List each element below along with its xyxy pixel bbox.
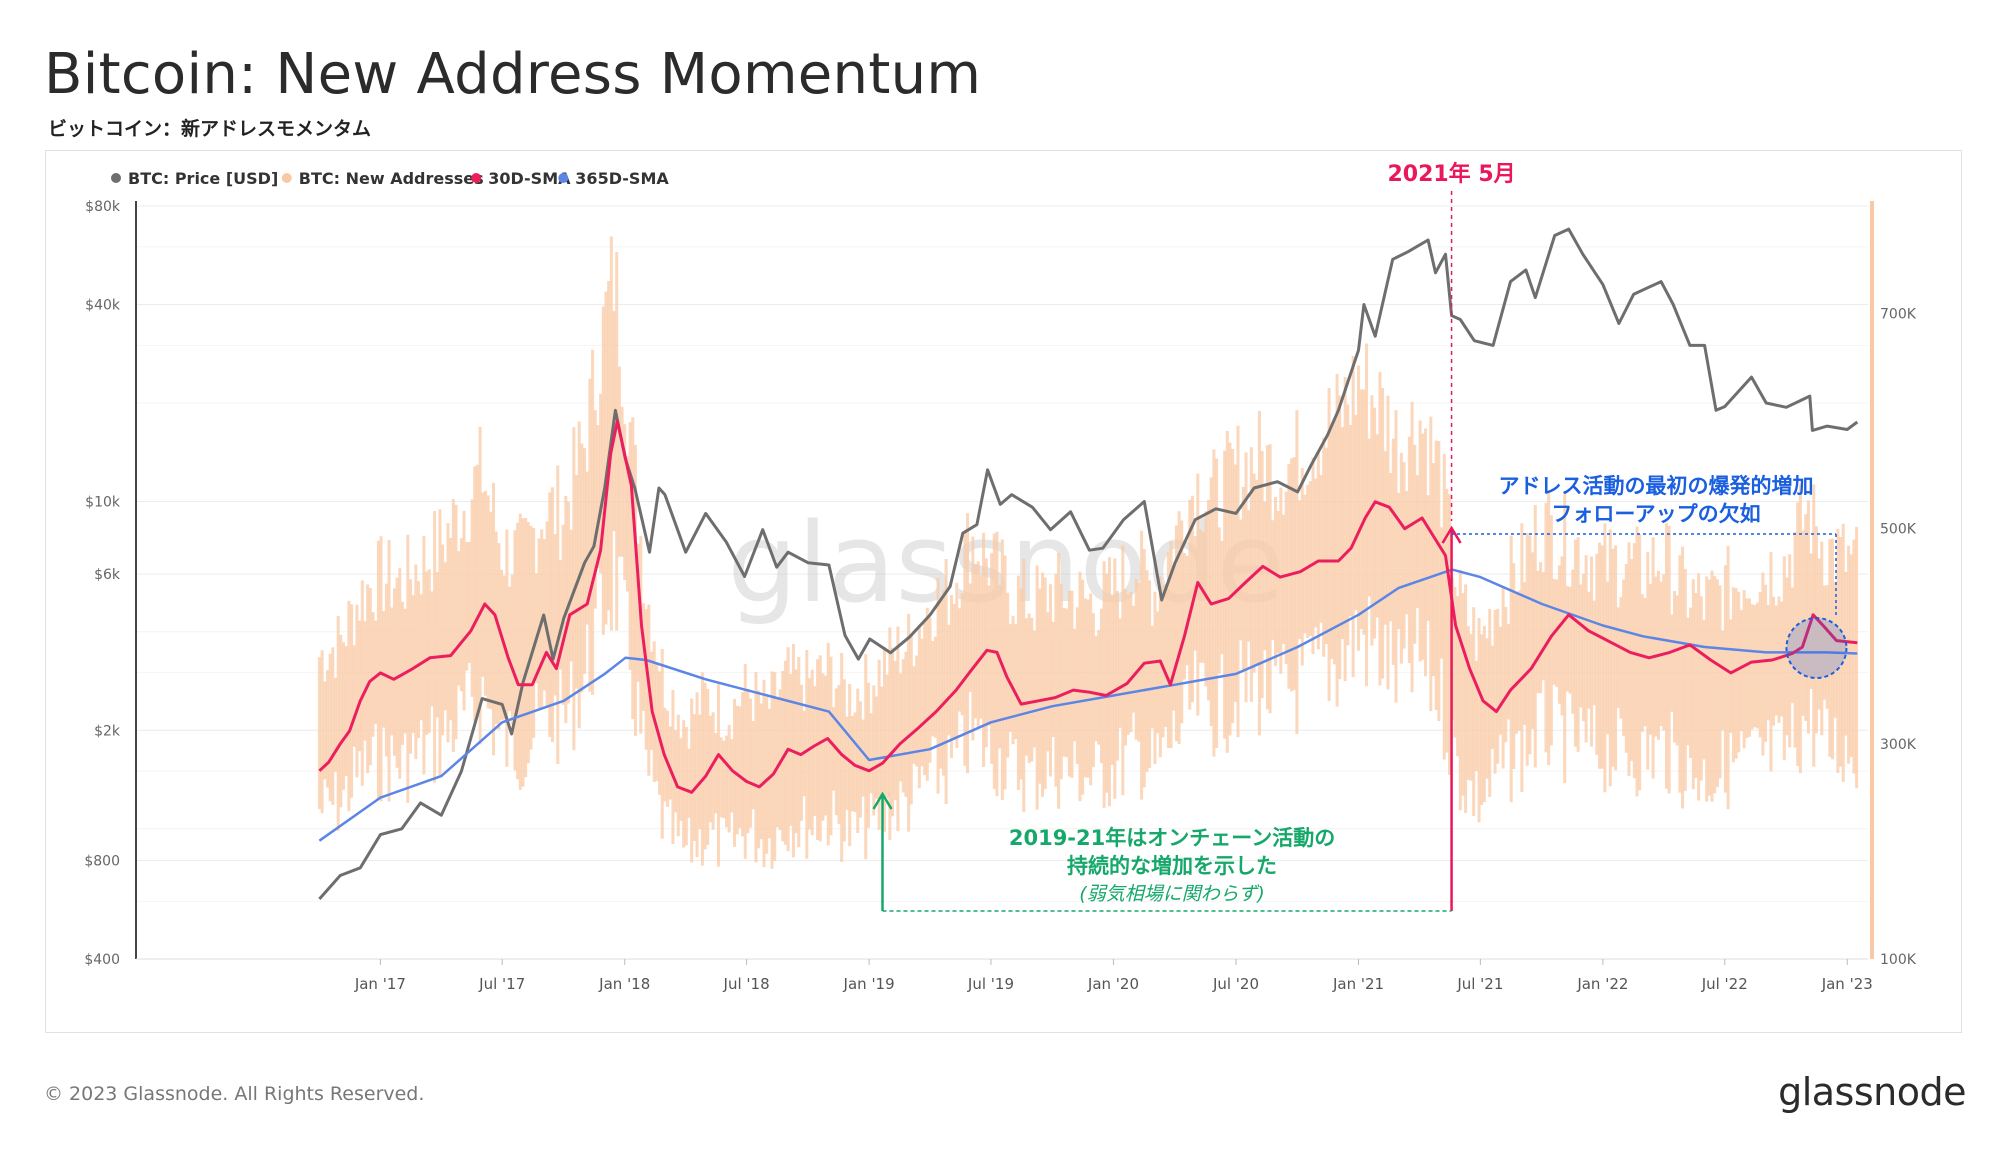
green-annotation-line-2: 持続的な増加を示した: [1067, 854, 1277, 878]
legend: BTC: Price [USD] BTC: New Addresses 30D-SM…: [111, 169, 669, 188]
legend-marker-sma30: [471, 173, 482, 183]
glassnode-logo: glassnode: [1778, 1070, 1966, 1114]
x-tick-label: Jul '22: [1701, 975, 1748, 993]
green-arrow-head: [872, 791, 893, 810]
chart-svg: BTC: Price [USD] BTC: New Addresses 30D-SM…: [84, 161, 1916, 993]
legend-marker-sma365: [558, 173, 569, 183]
y-left-tick-label: $2k: [94, 723, 121, 739]
y-right-tick-label: 100K: [1880, 952, 1917, 968]
y-left-tick-label: $10k: [85, 495, 121, 511]
x-tick-label: Jul '17: [478, 975, 525, 993]
y-left-tick-label: $40k: [85, 298, 121, 314]
x-tick-label: Jan '22: [1576, 975, 1628, 993]
legend-marker-new_addresses: [281, 173, 292, 183]
x-tick-label: Jan '19: [843, 975, 895, 993]
line-series: [318, 227, 1859, 900]
page-title: Bitcoin: New Address Momentum: [44, 42, 982, 107]
x-tick-label: Jan '17: [354, 975, 406, 993]
may-2021-label: 2021年 5月: [1387, 161, 1515, 187]
green-annotation-line-1: 2019-21年はオンチェーン活動の: [1009, 826, 1335, 850]
series-line-sma365: [318, 568, 1858, 842]
green-annotation-line-3: (弱気相場に関わらず): [1079, 883, 1264, 905]
y-left-tick-label: $800: [84, 853, 120, 869]
x-tick-label: Jan '23: [1821, 975, 1873, 993]
x-tick-label: Jul '18: [723, 975, 770, 993]
legend-marker-price: [111, 173, 121, 183]
axes: $400 $800 $2k $6k $10k $40k $80k 100K 300K 500K 70…: [84, 199, 1916, 993]
blue-annotation-line-2: フォローアップの欠如: [1551, 502, 1760, 526]
series-line-price: [318, 227, 1859, 900]
y-right-tick-label: 700K: [1880, 307, 1917, 323]
x-tick-label: Jul '20: [1212, 975, 1259, 993]
x-tick-label: Jan '20: [1087, 975, 1139, 993]
x-tick-label: Jan '21: [1332, 975, 1384, 993]
series-line-sma30: [318, 419, 1858, 794]
copyright-text: © 2023 Glassnode. All Rights Reserved.: [44, 1083, 425, 1105]
y-left-tick-label: $400: [84, 952, 120, 968]
x-tick-label: Jul '21: [1456, 975, 1503, 993]
chart-panel: BTC: Price [USD] BTC: New Addresses 30D-SM…: [45, 150, 1962, 1033]
x-tick-label: Jul '19: [967, 975, 1014, 993]
y-left-tick-label: $6k: [94, 567, 121, 583]
may-2021-arrow-head: [1441, 525, 1462, 544]
y-right-tick-label: 500K: [1880, 522, 1917, 538]
legend-label-new_addresses: BTC: New Addresses: [299, 169, 484, 188]
x-tick-label: Jan '18: [598, 975, 650, 993]
y-right-tick-label: 300K: [1880, 737, 1917, 753]
blue-annotation-line-1: アドレス活動の最初の爆発的増加: [1499, 474, 1814, 498]
page-subtitle: ビットコイン：新アドレスモメンタム: [48, 118, 372, 140]
legend-label-sma365: 365D-SMA: [575, 169, 669, 188]
y-left-tick-label: $80k: [85, 199, 121, 215]
blue-highlight-circle: [1785, 617, 1848, 679]
legend-label-price: BTC: Price [USD]: [128, 169, 278, 188]
legend-label-sma30: 30D-SMA: [488, 169, 571, 188]
